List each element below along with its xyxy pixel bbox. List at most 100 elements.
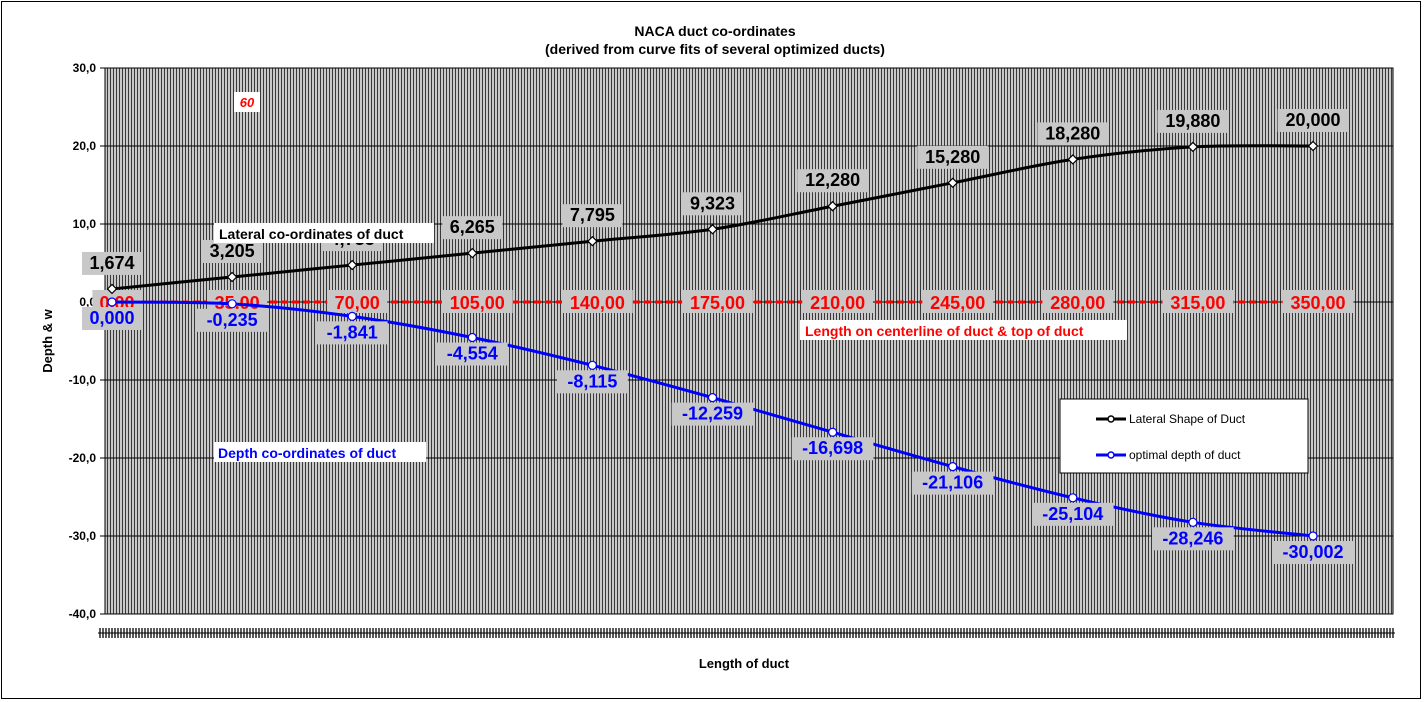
legend-label-lateral: Lateral Shape of Duct: [1129, 412, 1246, 426]
y-tick-label: 20,0: [73, 139, 97, 153]
data-label: -8,115: [567, 371, 617, 391]
data-label-bg: [671, 402, 754, 426]
data-label: 6,265: [450, 217, 495, 237]
data-label-bg: [316, 321, 388, 345]
legend-marker-depth: [1107, 451, 1115, 459]
data-point-marker: [827, 200, 838, 212]
data-point-marker: [107, 297, 117, 307]
data-label: -1,841: [327, 322, 378, 342]
annotation-marker: 60: [234, 92, 260, 112]
x-value-label-bg: [682, 290, 753, 313]
data-label-bg: [1272, 541, 1354, 565]
data-label-bg: [202, 240, 263, 264]
data-point-marker: [587, 360, 598, 370]
annotation-lateral-text: Lateral co-ordinates of duct: [219, 226, 404, 242]
data-point-marker: [347, 311, 357, 321]
x-value-label-bg: [327, 290, 388, 313]
annotation-marker-text: 60: [240, 95, 255, 110]
data-label-bg: [1157, 109, 1229, 133]
legend-marker-lateral: [1107, 415, 1115, 423]
legend-label-depth: optimal depth of duct: [1129, 448, 1241, 462]
data-label-bg: [1277, 109, 1349, 132]
x-axis-label: Length of duct: [699, 656, 790, 671]
annotation-centerline-text: Length on centerline of duct & top of du…: [805, 323, 1084, 339]
data-point-marker: [707, 223, 718, 235]
plot-border: [104, 67, 1394, 615]
data-label: 19,880: [1165, 111, 1220, 131]
data-point-marker: [1188, 517, 1198, 527]
data-label-bg: [1152, 527, 1234, 551]
data-label-bg: [562, 204, 623, 228]
data-label-bg: [436, 342, 508, 366]
x-value-label-bg: [1282, 290, 1354, 313]
data-label-bg: [797, 169, 868, 193]
chart-title: NACA duct co-ordinates: [634, 23, 795, 39]
data-series: 1,6743,2054,7356,2657,7959,32312,28015,2…: [82, 109, 1354, 565]
data-label: -30,002: [1282, 542, 1343, 562]
data-label-bg: [791, 437, 874, 461]
y-tick-label: 10,0: [73, 217, 97, 231]
annotation-lateral: Lateral co-ordinates of duct: [214, 223, 434, 243]
data-point-marker: [587, 235, 598, 247]
x-value-label: 350,00: [1290, 293, 1345, 313]
data-point-marker: [227, 299, 237, 309]
data-label: 1,674: [89, 253, 134, 273]
y-tick-label: -30,0: [69, 529, 97, 543]
x-value-label: 315,00: [1170, 293, 1225, 313]
data-label: 3,205: [210, 241, 255, 261]
data-point-marker: [1068, 493, 1078, 503]
data-label: -28,246: [1162, 528, 1223, 548]
x-value-label: 245,00: [930, 293, 985, 313]
legend: Lateral Shape of Duct optimal depth of d…: [1059, 398, 1309, 474]
data-point-marker: [1067, 154, 1079, 165]
data-label: 9,323: [690, 193, 735, 213]
data-label: 7,795: [570, 205, 615, 225]
data-label-bg: [1032, 502, 1114, 526]
data-label-bg: [82, 251, 142, 275]
data-point-marker: [466, 247, 478, 259]
y-tick-label: 30,0: [73, 61, 97, 75]
data-label: 0,000: [89, 308, 134, 328]
data-point-marker: [827, 427, 838, 437]
data-point-marker: [947, 177, 959, 189]
x-value-label-bg: [802, 290, 873, 313]
data-point-marker: [1307, 140, 1319, 152]
x-value-label-bg: [922, 290, 994, 313]
chart-subtitle: (derived from curve fits of several opti…: [545, 41, 885, 57]
data-label-bg: [911, 471, 994, 495]
annotation-depth: Depth co-ordinates of duct: [214, 442, 426, 462]
y-tick-label: 0,0: [79, 295, 96, 309]
series-line: [111, 144, 1314, 291]
x-value-label-bg: [1162, 290, 1234, 313]
x-value-label-bg: [441, 290, 513, 313]
data-point-marker: [467, 332, 477, 343]
data-point-marker: [346, 259, 358, 271]
data-label: 15,280: [925, 147, 980, 167]
data-point-marker: [1308, 531, 1318, 541]
data-label-bg: [82, 307, 142, 330]
y-tick-label: -10,0: [69, 373, 97, 387]
data-label-bg: [917, 145, 989, 169]
y-tick-label: -20,0: [69, 451, 97, 465]
data-label-bg: [557, 370, 628, 394]
data-label: -12,259: [682, 404, 743, 424]
x-value-label: 210,00: [810, 293, 865, 313]
data-point-marker: [106, 283, 118, 295]
data-label-bg: [682, 192, 743, 216]
data-label: 18,280: [1045, 123, 1100, 143]
data-point-marker: [226, 271, 238, 283]
x-axis: [98, 67, 1395, 638]
y-axis-ticks: 30,0 20,0 10,0 0,0 -10,0 -20,0 -30,0 -40,0: [69, 61, 105, 621]
data-label: 12,280: [805, 170, 860, 190]
x-value-label: 70,00: [335, 293, 380, 313]
data-label-bg: [196, 308, 268, 332]
x-value-label-bg: [207, 290, 268, 313]
x-value-label: 105,00: [450, 293, 505, 313]
annotation-depth-text: Depth co-ordinates of duct: [218, 445, 396, 461]
data-point-marker: [707, 393, 718, 403]
data-point-marker: [948, 462, 958, 472]
data-label: -4,554: [447, 344, 498, 364]
x-value-label-bg: [562, 290, 633, 313]
